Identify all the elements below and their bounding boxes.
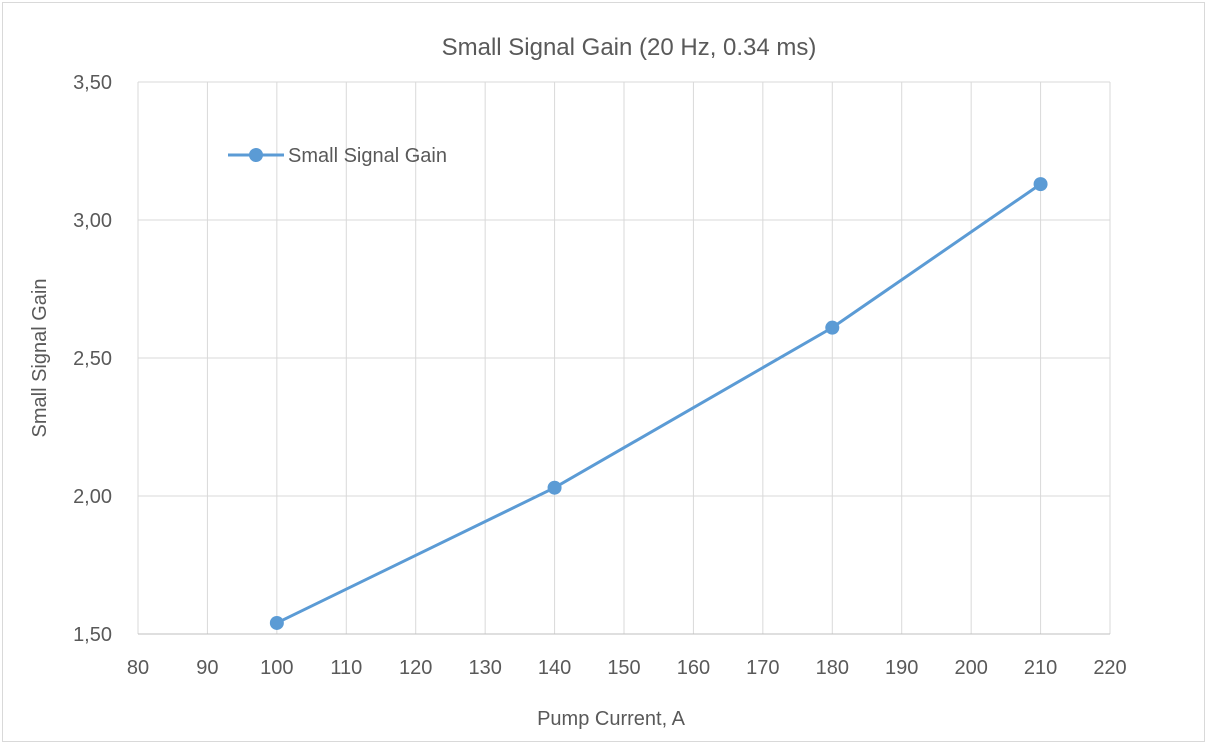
y-axis-label: Small Signal Gain xyxy=(29,279,51,438)
x-tick-label: 130 xyxy=(468,657,501,679)
y-tick-label: 1,50 xyxy=(73,624,112,646)
x-tick-label: 180 xyxy=(816,657,849,679)
y-tick-label: 2,50 xyxy=(73,348,112,370)
data-point xyxy=(1033,177,1048,192)
data-point xyxy=(547,480,562,495)
y-tick-label: 3,50 xyxy=(73,72,112,94)
y-tick-label: 2,00 xyxy=(73,486,112,508)
x-tick-label: 170 xyxy=(746,657,779,679)
x-axis-label: Pump Current, A xyxy=(537,708,686,730)
x-tick-label: 220 xyxy=(1093,657,1126,679)
chart-title: Small Signal Gain (20 Hz, 0.34 ms) xyxy=(442,34,817,61)
x-tick-label: 150 xyxy=(607,657,640,679)
legend: Small Signal Gain xyxy=(228,145,447,167)
series-line xyxy=(276,182,1042,625)
x-tick-label: 200 xyxy=(954,657,987,679)
legend-label: Small Signal Gain xyxy=(288,145,447,167)
x-tick-label: 140 xyxy=(538,657,571,679)
y-tick-label: 3,00 xyxy=(73,210,112,232)
data-point xyxy=(269,615,284,630)
legend-marker xyxy=(249,148,263,162)
x-tick-label: 120 xyxy=(399,657,432,679)
x-tick-label: 160 xyxy=(677,657,710,679)
x-tick-label: 100 xyxy=(260,657,293,679)
x-tick-label: 80 xyxy=(127,657,149,679)
x-tick-label: 90 xyxy=(196,657,218,679)
x-tick-label: 190 xyxy=(885,657,918,679)
x-tick-label: 110 xyxy=(330,657,362,679)
data-point xyxy=(825,320,840,335)
x-tick-label: 210 xyxy=(1024,657,1057,679)
